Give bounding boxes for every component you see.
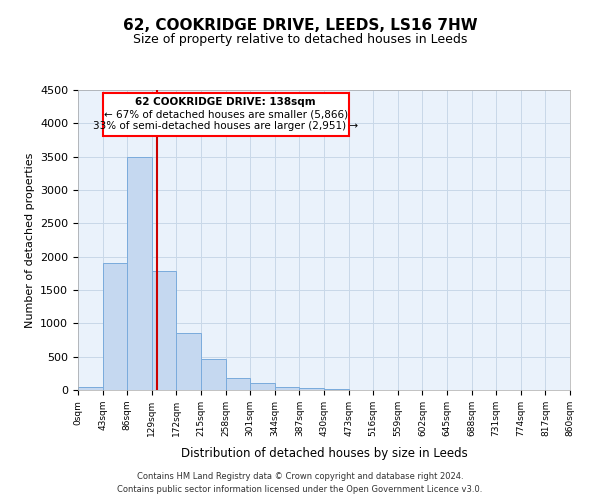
Bar bbox=[324, 388, 349, 390]
Bar bbox=[103, 92, 349, 136]
Bar bbox=[127, 156, 152, 390]
Bar bbox=[275, 386, 299, 390]
Y-axis label: Number of detached properties: Number of detached properties bbox=[25, 152, 35, 328]
Bar bbox=[201, 360, 226, 390]
Bar bbox=[78, 386, 103, 390]
Bar bbox=[250, 384, 275, 390]
Bar bbox=[152, 272, 176, 390]
Text: 62, COOKRIDGE DRIVE, LEEDS, LS16 7HW: 62, COOKRIDGE DRIVE, LEEDS, LS16 7HW bbox=[122, 18, 478, 32]
Text: ← 67% of detached houses are smaller (5,866): ← 67% of detached houses are smaller (5,… bbox=[104, 110, 347, 120]
Text: Contains HM Land Registry data © Crown copyright and database right 2024.
Contai: Contains HM Land Registry data © Crown c… bbox=[118, 472, 482, 494]
Bar bbox=[226, 378, 250, 390]
X-axis label: Distribution of detached houses by size in Leeds: Distribution of detached houses by size … bbox=[181, 447, 467, 460]
Bar bbox=[103, 264, 127, 390]
Text: 33% of semi-detached houses are larger (2,951) →: 33% of semi-detached houses are larger (… bbox=[93, 122, 358, 132]
Bar bbox=[176, 332, 201, 390]
Bar bbox=[299, 388, 324, 390]
Text: 62 COOKRIDGE DRIVE: 138sqm: 62 COOKRIDGE DRIVE: 138sqm bbox=[135, 97, 316, 107]
Text: Size of property relative to detached houses in Leeds: Size of property relative to detached ho… bbox=[133, 32, 467, 46]
